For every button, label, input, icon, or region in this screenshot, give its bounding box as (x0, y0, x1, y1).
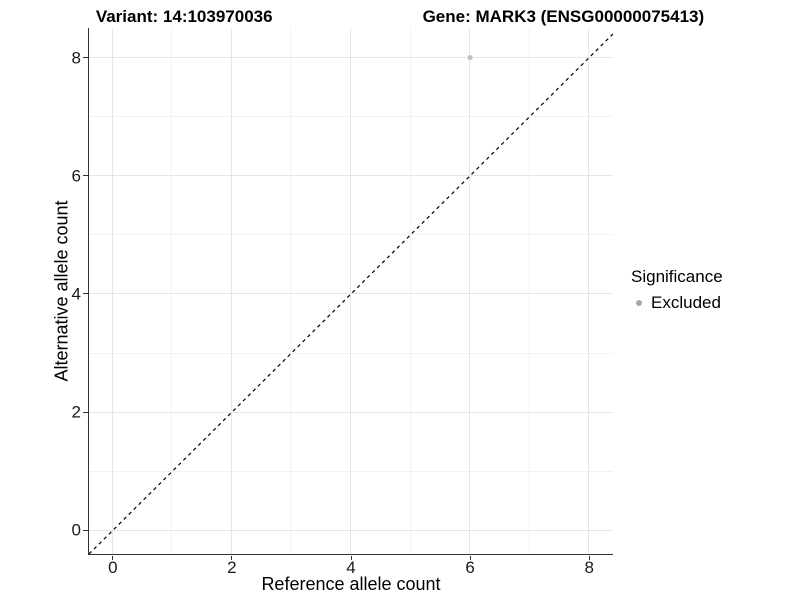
minor-gridline-x (171, 28, 173, 554)
x-tick-label: 6 (465, 558, 475, 577)
plot-title: Variant: 14:103970036 Gene: MARK3 (ENSG0… (0, 7, 800, 27)
minor-gridline-x (409, 28, 411, 554)
legend: Significance Excluded (631, 267, 723, 313)
x-tick-label: 4 (346, 558, 356, 577)
x-axis-tick-mark (588, 555, 590, 560)
x-axis-tick-mark (231, 555, 233, 560)
major-gridline-y (88, 57, 613, 59)
minor-gridline-x (528, 28, 530, 554)
x-axis-tick-mark (469, 555, 471, 560)
x-tick-label: 0 (108, 558, 118, 577)
y-tick-label: 2 (71, 402, 81, 422)
gene-title: Gene: MARK3 (ENSG00000075413) (422, 7, 705, 26)
major-gridline-x (230, 28, 232, 554)
y-tick-label: 6 (71, 166, 81, 186)
y-axis-tick-mark (83, 57, 88, 59)
major-gridline-y (88, 293, 613, 295)
x-axis-label: Reference allele count (261, 574, 441, 594)
major-gridline-y (88, 411, 613, 413)
major-gridline-y (88, 529, 613, 531)
major-gridline-x (469, 28, 471, 554)
plot-panel (87, 28, 613, 555)
x-axis-tick-mark (112, 555, 114, 560)
y-axis-label: Alternative allele count (51, 200, 72, 382)
y-axis-tick-mark (83, 175, 88, 177)
legend-entry-label: Excluded (651, 293, 721, 312)
y-tick-label: 4 (71, 284, 81, 304)
x-tick-label: 8 (584, 558, 594, 577)
variant-title: Variant: 14:103970036 (95, 7, 273, 26)
plot-canvas (88, 33, 613, 554)
major-gridline-y (88, 175, 613, 177)
major-gridline-x (111, 28, 113, 554)
minor-gridline-x (290, 28, 292, 554)
major-gridline-x (588, 28, 590, 554)
major-gridline-x (350, 28, 351, 554)
legend-title: Significance (631, 267, 723, 286)
gridlines (88, 28, 613, 554)
y-axis-tick-mark (83, 293, 88, 295)
x-tick-label: 2 (227, 558, 237, 577)
x-axis-tick-mark (350, 555, 352, 560)
data-point (466, 54, 473, 61)
legend-entry: Excluded (636, 293, 723, 313)
y-tick-label: 0 (71, 520, 81, 540)
y-tick-label: 8 (71, 48, 81, 68)
legend-point-marker (636, 300, 642, 306)
y-axis-tick-mark (83, 529, 88, 531)
identity-dashed-line (88, 33, 613, 554)
y-axis-tick-mark (83, 411, 88, 413)
